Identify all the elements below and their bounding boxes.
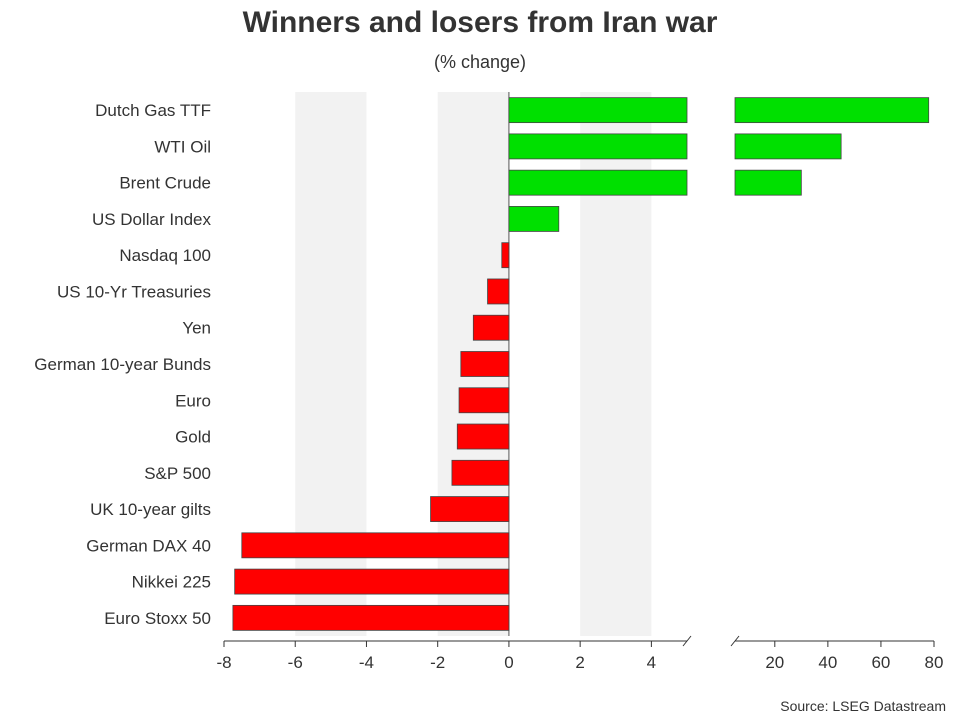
bar (460, 351, 510, 377)
tick-label: -2 (430, 653, 445, 672)
category-label: Gold (175, 428, 211, 447)
tick-label: -4 (359, 653, 374, 672)
category-label: Euro Stoxx 50 (104, 609, 211, 628)
bar (456, 423, 510, 450)
bar (487, 278, 510, 305)
tick-label: 40 (818, 653, 837, 672)
category-label: WTI Oil (154, 137, 211, 156)
bar (472, 314, 510, 341)
axis-break-mark (682, 635, 692, 647)
bar-continuation (734, 97, 930, 124)
tick-label: 20 (765, 653, 784, 672)
bar (508, 97, 688, 124)
category-label: Nasdaq 100 (119, 246, 211, 265)
chart-subtitle: (% change) (433, 52, 527, 72)
category-label: Yen (182, 319, 211, 338)
category-label: S&P 500 (144, 464, 211, 483)
bar (508, 206, 560, 232)
tick-label: 80 (925, 653, 944, 672)
tick-label: -8 (216, 653, 231, 672)
bar (501, 242, 510, 269)
category-label: Brent Crude (119, 174, 211, 193)
category-label: Nikkei 225 (132, 573, 211, 592)
bar (451, 459, 510, 486)
bar (232, 604, 510, 631)
tick-label: 60 (871, 653, 890, 672)
bar-continuation (734, 169, 802, 196)
category-label: US 10-Yr Treasuries (57, 282, 211, 301)
tick-label: 4 (647, 653, 656, 672)
tick-label: 2 (575, 653, 584, 672)
category-label: UK 10-year gilts (90, 500, 211, 519)
tick-label: -6 (288, 653, 303, 672)
axis-break-mark (730, 635, 740, 647)
category-label: German DAX 40 (86, 536, 211, 555)
bar (458, 387, 510, 414)
tick-label: 0 (504, 653, 513, 672)
category-label: Euro (175, 391, 211, 410)
bar (508, 133, 688, 160)
bar (234, 568, 510, 595)
bar (241, 532, 510, 559)
bar (430, 496, 510, 522)
category-label: Dutch Gas TTF (95, 101, 211, 120)
chart-title: Winners and losers from Iran war (242, 6, 718, 39)
bar (508, 169, 688, 196)
category-label: German 10-year Bunds (34, 355, 211, 374)
source-note: Source: LSEG Datastream (780, 698, 946, 714)
bar-continuation (734, 133, 842, 160)
category-label: US Dollar Index (92, 210, 212, 229)
